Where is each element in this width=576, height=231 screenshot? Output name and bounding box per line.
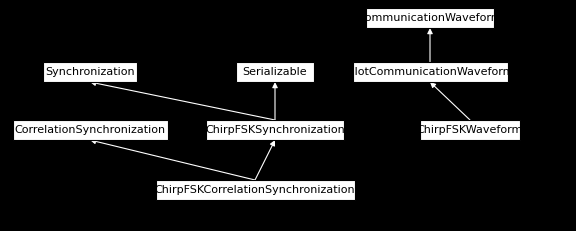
- FancyBboxPatch shape: [43, 62, 137, 82]
- Text: ChirpFSKCorrelationSynchronization: ChirpFSKCorrelationSynchronization: [155, 185, 355, 195]
- FancyBboxPatch shape: [206, 120, 344, 140]
- FancyBboxPatch shape: [420, 120, 520, 140]
- Text: PilotCommunicationWaveform: PilotCommunicationWaveform: [346, 67, 514, 77]
- FancyBboxPatch shape: [366, 8, 494, 28]
- FancyBboxPatch shape: [156, 180, 354, 200]
- Text: Synchronization: Synchronization: [45, 67, 135, 77]
- Text: ChirpFSKWaveform: ChirpFSKWaveform: [417, 125, 523, 135]
- Text: CommunicationWaveform: CommunicationWaveform: [358, 13, 502, 23]
- Text: CorrelationSynchronization: CorrelationSynchronization: [14, 125, 165, 135]
- Text: Serializable: Serializable: [242, 67, 308, 77]
- FancyBboxPatch shape: [13, 120, 168, 140]
- FancyBboxPatch shape: [353, 62, 507, 82]
- FancyBboxPatch shape: [236, 62, 314, 82]
- Text: ChirpFSKSynchronization: ChirpFSKSynchronization: [205, 125, 345, 135]
